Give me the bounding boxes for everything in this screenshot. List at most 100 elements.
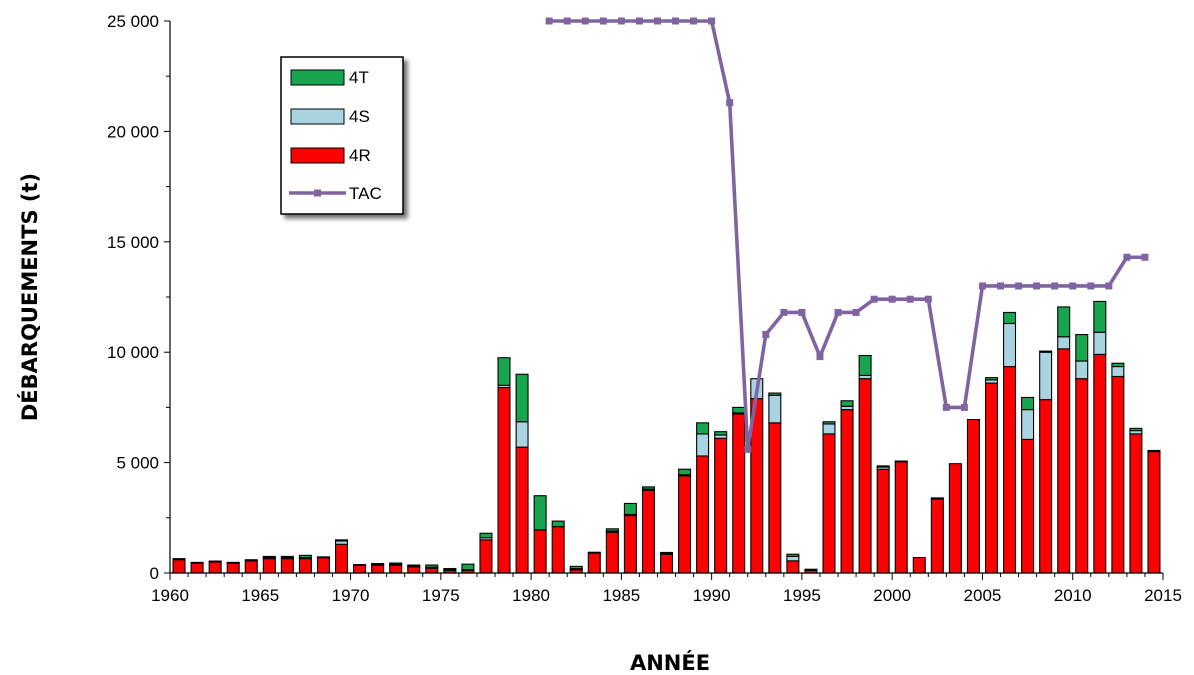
bar-4S-2002 <box>930 497 944 500</box>
bar-4T-1975 <box>443 568 457 571</box>
bar-4R-1967 <box>298 558 312 574</box>
bar-4R-1973 <box>407 566 421 574</box>
x-tick-label: 1975 <box>422 586 460 605</box>
bar-4R-1983 <box>587 552 601 574</box>
bar-4T-2008 <box>1039 350 1053 353</box>
x-tick-label: 1980 <box>512 586 550 605</box>
bar-4R-1986 <box>641 489 655 574</box>
bar-4R-1990 <box>714 437 728 574</box>
marker-TAC-2011 <box>1087 282 1095 290</box>
marker-TAC-1989 <box>690 17 698 25</box>
bar-4R-1993 <box>768 422 782 574</box>
x-tick-label: 1985 <box>602 586 640 605</box>
bar-4T-1999 <box>876 465 890 468</box>
y-tick-label: 0 <box>150 564 159 583</box>
tac-line-layer <box>545 17 1149 453</box>
bar-4T-1966 <box>280 555 294 559</box>
bar-4R-1981 <box>551 526 565 574</box>
marker-TAC-1995 <box>798 308 806 316</box>
marker-TAC-1992 <box>744 445 752 453</box>
bar-4T-1972 <box>389 562 403 565</box>
bar-4R-1989 <box>696 455 710 574</box>
bar-4R-2004 <box>966 418 980 574</box>
bar-4R-1998 <box>858 378 872 574</box>
legend-swatch-4T <box>290 69 345 86</box>
bar-4R-2001 <box>912 556 926 574</box>
legend: 4T 4S 4R TAC <box>280 56 404 215</box>
bar-4T-1971 <box>371 562 385 566</box>
bar-4R-2000 <box>894 460 908 574</box>
bar-4R-2002 <box>930 498 944 574</box>
marker-TAC-1985 <box>617 17 625 25</box>
y-tick-label: 25 000 <box>107 12 159 31</box>
bar-4S-1962 <box>208 560 222 563</box>
bar-4T-1984 <box>605 528 619 532</box>
bar-4T-1996 <box>822 421 836 425</box>
y-axis-title: DÉBARQUEMENTS (t) <box>17 173 42 421</box>
y-tick-label: 20 000 <box>107 122 159 141</box>
legend-swatch-4S <box>290 108 345 125</box>
bar-4R-1979 <box>515 446 529 574</box>
bar-4R-1972 <box>389 564 403 574</box>
bar-4T-1969 <box>335 539 349 542</box>
marker-TAC-2008 <box>1033 282 1041 290</box>
bar-4S-1961 <box>190 561 204 564</box>
bar-4S-1995 <box>804 568 818 571</box>
bar-4T-1977 <box>479 532 493 539</box>
bar-4T-1989 <box>696 422 710 435</box>
y-tick-label: 10 000 <box>107 343 159 362</box>
bar-4R-1978 <box>497 386 511 574</box>
marker-TAC-1999 <box>870 295 878 303</box>
bar-4T-1991 <box>732 406 746 414</box>
marker-TAC-1998 <box>852 308 860 316</box>
bar-4R-1971 <box>371 564 385 574</box>
bar-4T-1979 <box>515 373 529 423</box>
x-tick-label: 2000 <box>873 586 911 605</box>
axes <box>164 20 1164 580</box>
bar-4T-1994 <box>786 553 800 557</box>
bar-4R-1970 <box>353 564 367 574</box>
marker-TAC-1997 <box>834 308 842 316</box>
bar-4T-1990 <box>714 431 728 436</box>
x-tick-label: 1965 <box>241 586 279 605</box>
bar-4R-2003 <box>948 463 962 574</box>
bar-4T-1998 <box>858 354 872 376</box>
bar-4R-2007 <box>1021 438 1035 574</box>
marker-TAC-1996 <box>816 353 824 361</box>
bar-4S-2009 <box>1057 336 1071 350</box>
bar-4R-1965 <box>262 558 276 574</box>
bar-4R-2012 <box>1111 375 1125 574</box>
marker-TAC-2000 <box>888 295 896 303</box>
bar-4R-1963 <box>226 562 240 574</box>
bar-4R-2005 <box>984 382 998 574</box>
bar-4T-1976 <box>461 563 475 571</box>
bar-4R-1985 <box>623 515 637 574</box>
bar-4R-1968 <box>316 556 330 574</box>
bar-4R-2009 <box>1057 348 1071 574</box>
bar-4R-1977 <box>479 539 493 574</box>
bar-4S-2010 <box>1075 360 1089 380</box>
bar-4S-1996 <box>822 423 836 435</box>
bar-4S-2006 <box>1003 322 1017 368</box>
bar-4S-1989 <box>696 433 710 457</box>
line-TAC <box>549 19 1145 452</box>
marker-TAC-1983 <box>581 17 589 25</box>
bar-4T-2006 <box>1003 311 1017 325</box>
bar-4S-1960 <box>172 558 186 561</box>
y-tick-label: 5 000 <box>116 454 159 473</box>
marker-TAC-1982 <box>563 17 571 25</box>
bar-4T-1974 <box>425 564 439 568</box>
bar-4R-1994 <box>786 560 800 574</box>
marker-TAC-1981 <box>545 17 553 25</box>
marker-TAC-2001 <box>906 295 914 303</box>
bar-4T-1981 <box>551 520 565 528</box>
bar-4R-1969 <box>335 543 349 574</box>
bar-4R-2013 <box>1129 433 1143 574</box>
bar-4R-2006 <box>1003 365 1017 574</box>
bar-4T-1982 <box>569 565 583 570</box>
bar-4T-2009 <box>1057 306 1071 338</box>
marker-TAC-2012 <box>1105 282 1113 290</box>
bar-4T-2005 <box>984 377 998 381</box>
x-tick-label: 1995 <box>783 586 821 605</box>
